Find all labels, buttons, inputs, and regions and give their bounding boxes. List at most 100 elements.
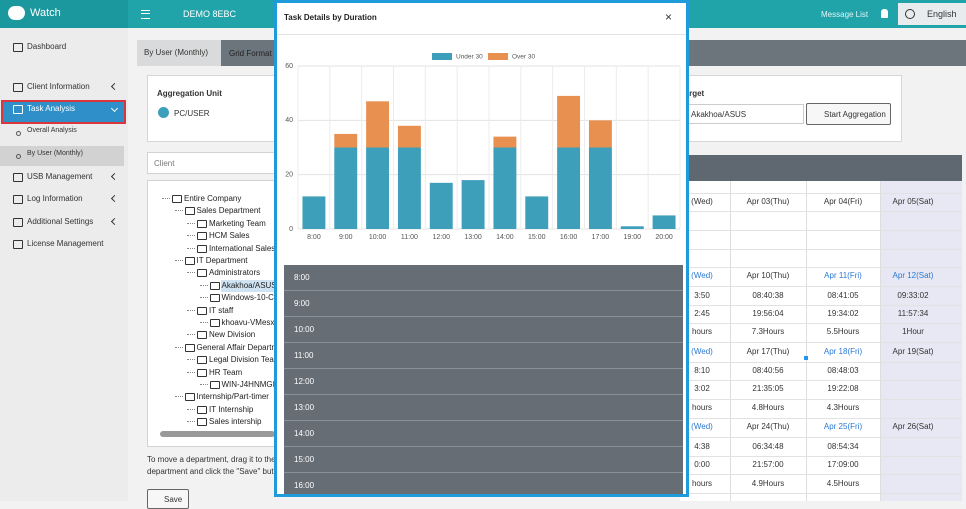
- duration-row[interactable]: 11:00: [284, 343, 683, 369]
- duration-row[interactable]: 8:00: [284, 265, 683, 291]
- modal: Task Details by Duration × 8:00 9:00 10:00…: [274, 0, 689, 497]
- radio-checked[interactable]: [158, 107, 169, 118]
- bar-segment: [334, 147, 358, 229]
- user-icon[interactable]: [881, 9, 888, 18]
- y-tick-label: 60: [285, 63, 293, 70]
- tree-node[interactable]: Akakhoa/ASUS: [221, 280, 277, 290]
- language-select[interactable]: English: [898, 3, 966, 25]
- tree-node[interactable]: khoavu-VMesx: [221, 318, 275, 327]
- tree-node[interactable]: International Sales: [209, 243, 276, 253]
- submenu-item[interactable]: By User (Monthly): [27, 150, 84, 157]
- duration-row[interactable]: 13:00: [284, 395, 683, 421]
- tree-node[interactable]: IT Internship: [209, 404, 254, 414]
- calendar-cell: 08:48:03: [827, 366, 859, 375]
- client-select[interactable]: Client: [147, 152, 279, 174]
- tree-node[interactable]: HR Team: [209, 367, 243, 377]
- duration-label: 8:00: [294, 273, 310, 282]
- calendar-cell: 08:40:38: [752, 291, 784, 300]
- tree-line: [187, 222, 195, 225]
- calendar-cell: 8:10: [694, 366, 710, 375]
- tree-icon: [184, 343, 195, 352]
- duration-row[interactable]: 12:00: [284, 369, 683, 395]
- row-line: [680, 211, 962, 212]
- menu-item[interactable]: Client Information: [27, 82, 90, 91]
- menu-item[interactable]: Task Analysis: [27, 104, 76, 113]
- tab-active[interactable]: By User (Monthly): [137, 40, 221, 66]
- menu-item[interactable]: Dashboard: [27, 42, 67, 51]
- tree-node[interactable]: Internship/Part-timer: [196, 392, 269, 402]
- menu-item[interactable]: Additional Settings: [27, 217, 94, 226]
- bar-segment: [588, 120, 612, 148]
- unit-value: PC/USER: [174, 109, 210, 118]
- duration-row[interactable]: 14:00: [284, 421, 683, 447]
- tree-node[interactable]: New Division: [209, 330, 256, 340]
- calendar-cell: 21:57:00: [752, 460, 784, 469]
- duration-row[interactable]: 16:00: [284, 473, 683, 494]
- tree-node[interactable]: General Affair Department: [196, 342, 289, 352]
- tree-node[interactable]: Marketing Team: [209, 218, 266, 228]
- duration-label: 14:00: [294, 429, 315, 438]
- calendar-cell: 09:33:02: [897, 291, 929, 300]
- tree-node[interactable]: Sales intership: [209, 417, 262, 427]
- globe-icon: [905, 9, 915, 19]
- row-line: [680, 437, 962, 438]
- tree-line: [187, 421, 195, 423]
- start-aggregation-button[interactable]: Start Aggregation: [806, 103, 891, 125]
- tree-node[interactable]: Entire Company: [184, 194, 242, 203]
- modal-close[interactable]: ×: [665, 10, 673, 24]
- bar-segment: [493, 136, 517, 148]
- menu-item[interactable]: USB Management: [27, 172, 93, 181]
- tree-node[interactable]: WIN-J4HNMGI: [221, 380, 275, 389]
- menu-item[interactable]: Log Information: [27, 194, 83, 203]
- tree-node[interactable]: Sales Department: [196, 206, 261, 216]
- calendar-cell: 3:50: [694, 291, 710, 300]
- tree-line: [187, 334, 195, 336]
- message-list[interactable]: Message List: [821, 10, 869, 19]
- y-tick-label: 40: [285, 117, 293, 124]
- duration-row[interactable]: 10:00: [284, 317, 683, 343]
- duration-label: 12:00: [294, 377, 315, 386]
- tree-icon: [197, 269, 207, 278]
- tree-line: [187, 408, 195, 411]
- menu-item[interactable]: License Management: [27, 239, 104, 248]
- tab-label: By User (Monthly): [144, 48, 209, 57]
- tree-line: [187, 272, 195, 274]
- calendar-cell: 08:40:56: [752, 366, 784, 375]
- y-tick-label: 0: [289, 226, 293, 233]
- save-button[interactable]: Save: [147, 489, 189, 509]
- row-line: [680, 305, 962, 306]
- tree-node[interactable]: IT staff: [209, 305, 234, 315]
- tree-icon: [209, 381, 220, 389]
- submenu-item[interactable]: Overall Analysis: [27, 127, 77, 134]
- x-tick-label: 9:00: [339, 234, 353, 241]
- menu-toggle[interactable]: [141, 10, 150, 19]
- tree-node[interactable]: IT Department: [196, 256, 248, 265]
- tree-panel: Entire Company Sales Department Marketing …: [147, 180, 289, 447]
- tree-node[interactable]: Legal Division Team: [209, 355, 281, 365]
- tree-icon: [184, 257, 195, 265]
- tab-label[interactable]: Grid Format: [229, 49, 272, 58]
- menu-arrow: [110, 194, 119, 203]
- tree-node[interactable]: Windows-10-C: [221, 293, 274, 303]
- calendar-cell: 5.5Hours: [826, 327, 860, 336]
- duration-label: 15:00: [294, 455, 315, 464]
- calendar-cell: 08:41:05: [827, 291, 859, 300]
- tree-node[interactable]: Administrators: [209, 268, 261, 278]
- x-tick-label: 11:00: [401, 234, 418, 241]
- bar-segment: [366, 101, 390, 148]
- tree-icon: [197, 368, 207, 377]
- row-line: [680, 474, 962, 475]
- duration-row[interactable]: 9:00: [284, 291, 683, 317]
- bar-segment: [493, 147, 517, 229]
- calendar-cell: 17:09:00: [827, 460, 859, 469]
- duration-row[interactable]: 15:00: [284, 447, 683, 473]
- x-tick-label: 8:00: [307, 234, 321, 241]
- menu-icon: [13, 240, 23, 249]
- tree-line: [199, 384, 208, 386]
- menu-icon: [13, 43, 23, 52]
- x-tick-label: 15:00: [528, 234, 546, 241]
- tree-node[interactable]: HCM Sales: [209, 231, 250, 241]
- calendar-cell: Apr 10(Thu): [746, 271, 790, 280]
- calendar-cell: 4.8Hours: [751, 403, 785, 412]
